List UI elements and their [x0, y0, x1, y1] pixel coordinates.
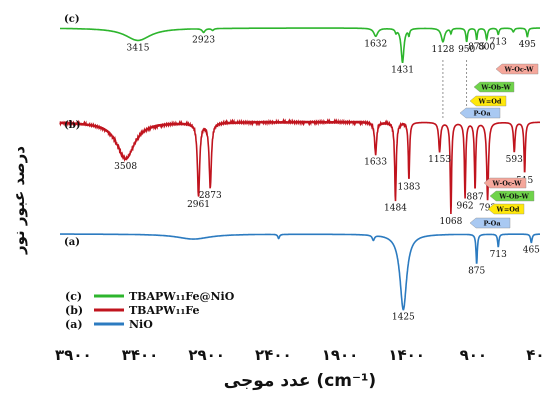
peak-label: 3415 [127, 43, 150, 53]
x-tick-label: ۱۹۰۰ [322, 346, 359, 364]
panel-label-c: (c) [64, 14, 80, 25]
legend-tag-b: (b) [65, 304, 83, 317]
band-arrow-label: W-Ob-W [498, 193, 529, 201]
x-tick-label: ۲۹۰۰ [188, 346, 225, 364]
peak-label: 593 [506, 155, 523, 165]
spectra-group [59, 27, 540, 311]
peak-label: 875 [468, 267, 485, 277]
band-arrow [473, 81, 515, 93]
y-axis-label: درصد عبور نور [10, 145, 28, 255]
x-tick-label: ۹۰۰ [460, 346, 487, 364]
peak-label: 1431 [391, 65, 414, 75]
peak-label: 1633 [364, 158, 387, 168]
legend-name-a: NiO [129, 318, 153, 331]
band-arrow-label: P-Oa [483, 220, 501, 228]
peak-label: 2961 [187, 200, 210, 210]
legend-tag-a: (a) [65, 318, 83, 331]
peak-label: 2873 [199, 191, 222, 201]
legend-tag-c: (c) [65, 290, 82, 303]
peak-label: 875 [468, 43, 485, 53]
peak-label: 1068 [439, 217, 462, 227]
peak-label: 713 [490, 250, 507, 260]
band-arrow [495, 63, 539, 75]
guide-lines-group [442, 60, 468, 118]
x-tick-labels: ۳۹۰۰ ۳۴۰۰ ۲۹۰۰ ۲۴۰۰ ۱۹۰۰ ۱۴۰۰ ۹۰۰ ۴۰۰ [55, 346, 547, 364]
peak-label: 1383 [397, 183, 420, 193]
x-tick-label: ۴۰۰ [526, 346, 547, 364]
band-arrow-label: W-Oc-W [492, 180, 523, 188]
x-tick-label: ۳۹۰۰ [55, 346, 92, 364]
peak-label: 465 [523, 246, 540, 256]
peak-label: 800 [478, 42, 495, 52]
legend-name-b: TBAPW₁₁Fe [129, 304, 200, 317]
panel-label-b: (b) [64, 120, 80, 131]
band-arrow-label: W-Oc-W [504, 66, 535, 74]
band-arrow-label: W=Od [496, 206, 520, 214]
band-arrow [469, 95, 507, 107]
x-tick-label: ۳۴۰۰ [122, 346, 159, 364]
peak-label: 962 [456, 201, 473, 211]
peak-label: 887 [466, 193, 483, 203]
band-arrow [487, 203, 525, 215]
x-tick-label: ۲۴۰۰ [255, 346, 292, 364]
y-axis-label-box: درصد عبور نور [2, 110, 36, 290]
band-arrow-label: W=Od [478, 98, 502, 106]
band-arrow-label: P-Oa [473, 110, 491, 118]
band-arrows-b: W-Oc-W W-Ob-W W=Od P-Oa [469, 177, 535, 229]
x-axis-label: عدد موجی (cm⁻¹) [223, 371, 377, 391]
legend: (c) TBAPW₁₁Fe@NiO (b) TBAPW₁₁Fe (a) NiO [65, 290, 235, 331]
legend-name-c: TBAPW₁₁Fe@NiO [129, 290, 235, 303]
spectrum-line-c [60, 27, 540, 64]
band-arrow [459, 107, 501, 119]
peak-label: 3508 [114, 162, 137, 172]
peak-label: 2923 [192, 35, 215, 45]
band-arrow [469, 217, 511, 229]
peak-label: 1153 [428, 155, 451, 165]
band-arrow [483, 177, 527, 189]
peak-label: 950 [458, 45, 475, 55]
peak-label: 713 [490, 37, 507, 47]
x-tick-label: ۱۴۰۰ [388, 346, 425, 364]
panel-label-a: (a) [64, 237, 80, 248]
band-arrow [489, 190, 535, 202]
spectrum-line-a [60, 233, 540, 311]
spectrum-line-b [59, 118, 540, 215]
peak-label: 495 [519, 40, 536, 50]
peak-label: 1128 [431, 45, 454, 55]
peak-label: 793 [479, 204, 496, 214]
band-arrows-c: W-Oc-W W-Ob-W W=Od P-Oa [459, 63, 539, 119]
peak-label: 1632 [364, 39, 387, 49]
band-arrow-label: W-Ob-W [480, 84, 511, 92]
peak-label: 1425 [392, 313, 415, 323]
peak-label: 1484 [384, 204, 407, 214]
